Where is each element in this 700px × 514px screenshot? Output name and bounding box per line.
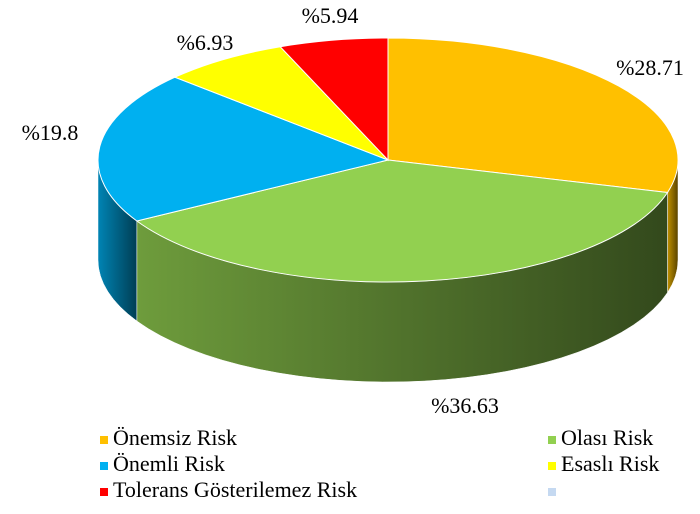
pie-slice bbox=[279, 37, 389, 162]
data-label: %28.71 bbox=[616, 55, 684, 80]
data-label: %36.63 bbox=[431, 393, 499, 418]
data-label: %6.93 bbox=[177, 30, 234, 55]
legend-label: Esaslı Risk bbox=[561, 451, 659, 476]
data-label: %5.94 bbox=[302, 3, 359, 28]
pie-slice bbox=[135, 159, 669, 283]
legend-swatch bbox=[548, 462, 556, 470]
legend-swatch bbox=[548, 488, 556, 496]
pie-slice bbox=[387, 37, 679, 194]
legend-swatch bbox=[100, 488, 108, 496]
data-label: %19.8 bbox=[22, 120, 79, 145]
legend-label: Önemli Risk bbox=[113, 451, 225, 476]
pie-slice bbox=[173, 46, 389, 161]
pie-slice bbox=[97, 76, 390, 222]
legend-swatch bbox=[548, 436, 556, 444]
legend-swatch bbox=[100, 462, 108, 470]
legend-label: Olası Risk bbox=[561, 425, 653, 450]
legend-label: Önemsiz Risk bbox=[113, 425, 237, 450]
legend-label: Tolerans Gösterilemez Risk bbox=[113, 477, 357, 502]
legend-swatch bbox=[100, 436, 108, 444]
